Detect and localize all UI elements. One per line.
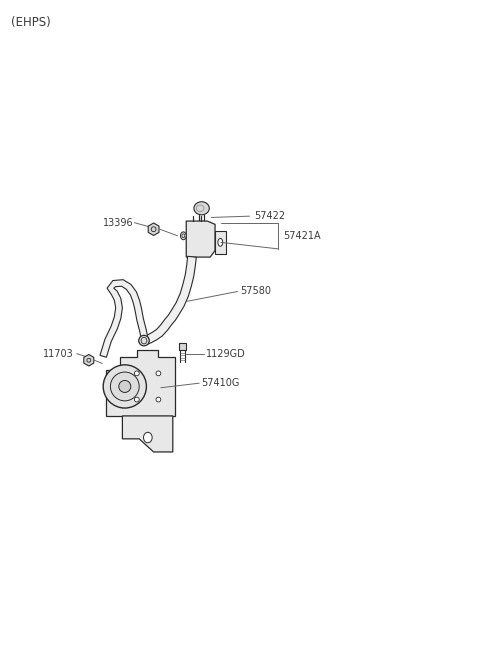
Polygon shape	[84, 354, 94, 366]
Ellipse shape	[110, 372, 139, 401]
Text: 57421A: 57421A	[283, 231, 321, 241]
Polygon shape	[106, 350, 175, 416]
Polygon shape	[148, 223, 159, 236]
Bar	[215, 231, 226, 254]
Ellipse shape	[194, 202, 209, 215]
Ellipse shape	[103, 365, 146, 408]
Text: 11703: 11703	[43, 348, 74, 359]
Ellipse shape	[119, 381, 131, 392]
Ellipse shape	[134, 397, 139, 402]
Polygon shape	[122, 416, 173, 452]
Ellipse shape	[144, 432, 152, 443]
Bar	[179, 343, 186, 350]
Polygon shape	[144, 256, 196, 345]
Ellipse shape	[180, 232, 186, 240]
Text: (EHPS): (EHPS)	[11, 16, 50, 29]
Ellipse shape	[134, 371, 139, 376]
Ellipse shape	[156, 371, 161, 376]
Ellipse shape	[156, 397, 161, 402]
Text: 1129GD: 1129GD	[206, 348, 246, 359]
Polygon shape	[100, 280, 148, 357]
Text: 57580: 57580	[240, 286, 271, 297]
Text: 13396: 13396	[103, 217, 134, 228]
Ellipse shape	[218, 238, 223, 246]
Ellipse shape	[139, 335, 149, 346]
Text: 57422: 57422	[254, 211, 286, 221]
Text: 57410G: 57410G	[202, 378, 240, 388]
Polygon shape	[186, 221, 215, 257]
